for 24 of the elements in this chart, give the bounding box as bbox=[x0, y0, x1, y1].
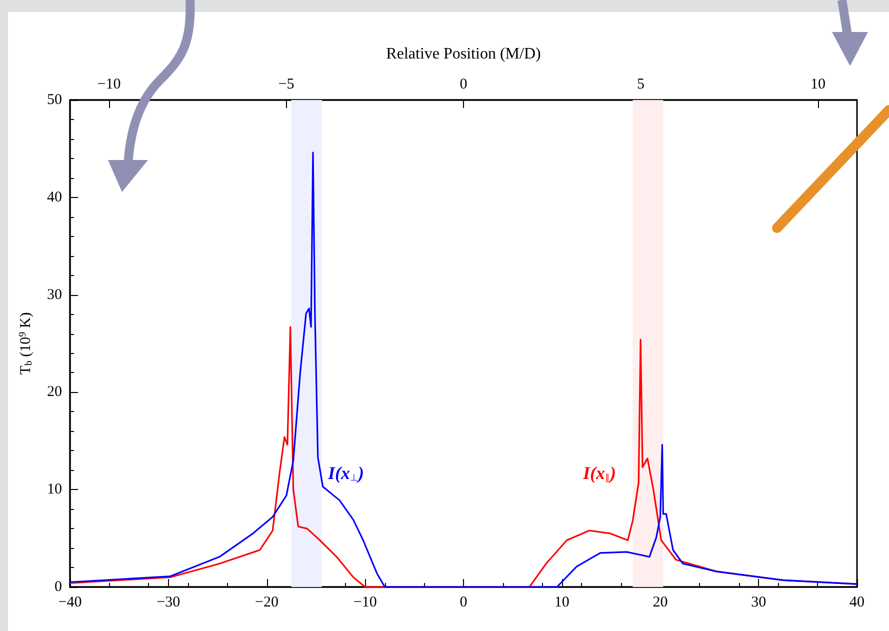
x-tick-label: −20 bbox=[255, 594, 278, 610]
x2-tick-label: −10 bbox=[97, 76, 121, 92]
y-tick-label: 30 bbox=[47, 286, 62, 303]
x-tick-label: −40 bbox=[58, 594, 82, 610]
x2-tick-label: 0 bbox=[460, 76, 468, 92]
y-tick-label: 0 bbox=[54, 579, 62, 595]
x-tick-label: −30 bbox=[156, 594, 180, 610]
y-tick-label: 40 bbox=[47, 189, 62, 206]
x-tick-label: 40 bbox=[850, 594, 864, 610]
x2-tick-label: −5 bbox=[278, 76, 294, 92]
y-axis-title: Tb (109 K) bbox=[18, 312, 34, 375]
annotation: I(x∥) bbox=[582, 463, 616, 483]
x-tick-label: 0 bbox=[460, 594, 468, 610]
annotation: I(x⊥) bbox=[327, 463, 364, 483]
y-tick-label: 20 bbox=[47, 384, 62, 400]
x-tick-label: 30 bbox=[751, 594, 766, 610]
x2-tick-label: 10 bbox=[810, 76, 826, 92]
x2-axis-title: Relative Position (M/D) bbox=[386, 46, 541, 62]
x-tick-label: 20 bbox=[652, 594, 668, 610]
y-tick-label: 10 bbox=[47, 482, 62, 498]
y-tick-label: 50 bbox=[47, 92, 62, 108]
x-tick-label: 10 bbox=[554, 594, 570, 610]
x2-tick-label: 5 bbox=[637, 76, 644, 92]
x-tick-label: −10 bbox=[353, 594, 377, 610]
